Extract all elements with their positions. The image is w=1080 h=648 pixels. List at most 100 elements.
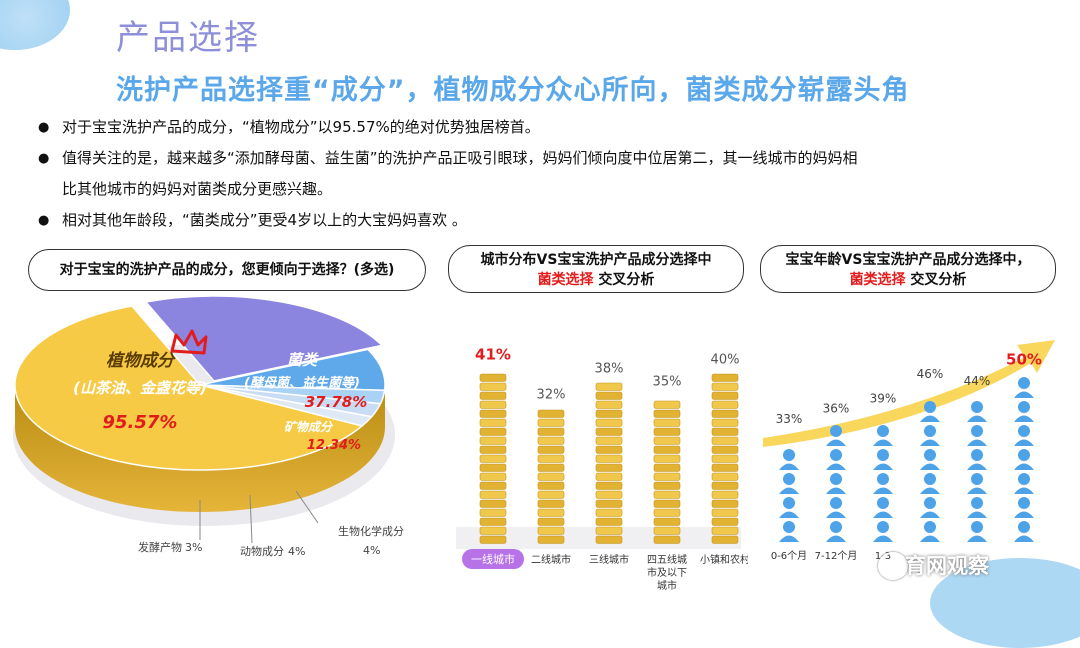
coin-bar-segment	[537, 409, 565, 418]
coin-bar-segment	[595, 508, 623, 517]
bar-category-label: 一线城市	[471, 552, 515, 566]
coin-bar-segment	[479, 490, 507, 499]
coin-bar-segment	[479, 445, 507, 454]
coin-bar-segment	[595, 454, 623, 463]
baby-figure-segment	[924, 497, 936, 509]
baby-figure-segment	[877, 425, 889, 437]
baby-figure-segment	[830, 521, 842, 533]
coin-bar-segment	[479, 472, 507, 481]
coin-bar-segment	[711, 391, 739, 400]
baby-figure-segment	[779, 511, 799, 518]
baby-figure-segment	[1014, 463, 1034, 470]
pie-sublabel-plant: (山茶油、金盏花等)	[73, 379, 207, 397]
coin-bar-segment	[537, 436, 565, 445]
baby-figure-segment	[783, 497, 795, 509]
pie-slice	[144, 295, 384, 382]
pie-value-fungi: 37.78%	[305, 393, 367, 411]
city-chart-title-line2: 菌类选择 交叉分析	[537, 272, 655, 288]
coin-bar-segment	[711, 400, 739, 409]
baby-figure-segment	[920, 535, 940, 542]
coin-bar-segment	[653, 472, 681, 481]
coin-bar-segment	[595, 445, 623, 454]
baby-figure-segment	[1018, 497, 1030, 509]
baby-figure-segment	[877, 449, 889, 461]
trend-arrow-icon	[763, 340, 1055, 447]
baby-figure-segment	[1018, 401, 1030, 413]
coin-bar-segment	[537, 499, 565, 508]
page-title: 产品选择	[116, 18, 260, 58]
coin-bar-segment	[711, 436, 739, 445]
coin-bar-segment	[653, 499, 681, 508]
coin-bar-segment	[711, 508, 739, 517]
bullet-dot-icon: ●	[38, 151, 50, 166]
coin-bar-segment	[595, 409, 623, 418]
bullet-dot-icon: ●	[38, 120, 50, 135]
coin-bar-segment	[653, 409, 681, 418]
baby-figure-segment	[783, 449, 795, 461]
leader-line	[249, 494, 253, 544]
city-chart-title-line1: 城市分布VS宝宝洗护产品成分选择中	[480, 252, 712, 268]
coin-bar-segment	[653, 517, 681, 526]
baby-figure-segment	[779, 487, 799, 494]
baby-figure-segment	[1014, 415, 1034, 422]
coin-bar-segment	[653, 445, 681, 454]
baby-figure-segment	[924, 521, 936, 533]
baby-figure-segment	[830, 497, 842, 509]
bullet-text: 对于宝宝洗护产品的成分，“植物成分”以95.57%的绝对优势独居榜首。	[62, 118, 540, 136]
baby-figure-segment	[971, 521, 983, 533]
coin-bar-segment	[479, 481, 507, 490]
coin-bar-segment	[479, 400, 507, 409]
leader-line	[295, 490, 319, 524]
coin-bar-segment	[653, 535, 681, 544]
bar-value-label: 38%	[595, 361, 624, 376]
bar-value-label: 50%	[1006, 350, 1042, 368]
bullet-text: 相对其他年龄段，“菌类成分”更受4岁以上的大宝妈妈喜欢 。	[62, 211, 467, 229]
bar-value-label: 39%	[870, 391, 897, 405]
coin-bar-segment	[653, 490, 681, 499]
baby-figure-segment	[967, 463, 987, 470]
coin-bar-segment	[595, 472, 623, 481]
coin-bar-segment	[595, 382, 623, 391]
bar-value-label: 46%	[917, 367, 944, 381]
coin-bar-segment	[537, 481, 565, 490]
bullet-item: ● 值得关注的是，越来越多“添加酵母菌、益生菌”的洗护产品正吸引眼球，妈妈们倾向…	[38, 143, 1058, 174]
coin-bar-segment	[479, 517, 507, 526]
baby-figure-segment	[873, 439, 893, 446]
pie-label-animal: 动物成分	[240, 544, 284, 558]
bar-category-label: 7-12个月	[815, 550, 858, 562]
pie-label-biochem: 生物化学成分	[338, 524, 404, 538]
baby-figure-segment	[971, 401, 983, 413]
baby-figure-segment	[1014, 439, 1034, 446]
coin-bar-segment	[595, 400, 623, 409]
coin-bar-segment	[595, 481, 623, 490]
coin-bar-segment	[711, 418, 739, 427]
coin-bar-segment	[711, 454, 739, 463]
coin-bar-segment	[653, 463, 681, 472]
coin-bar-segment	[479, 526, 507, 535]
coin-bar-segment	[595, 526, 623, 535]
decor-blob-top-left	[0, 0, 70, 50]
baby-figure-segment	[971, 473, 983, 485]
baby-figure-segment	[924, 473, 936, 485]
coin-bar-segment	[479, 409, 507, 418]
coin-bar-segment	[711, 499, 739, 508]
baby-figure-segment	[967, 439, 987, 446]
coin-bar-segment	[711, 481, 739, 490]
coin-bar-segment	[595, 427, 623, 436]
coin-bar-segment	[479, 508, 507, 517]
coin-bar-segment	[711, 373, 739, 382]
baby-figure-segment	[920, 463, 940, 470]
baby-figure-segment	[920, 439, 940, 446]
bar-category-label: 城市	[657, 579, 677, 592]
coin-bar-segment	[537, 526, 565, 535]
bullet-list: ● 对于宝宝洗护产品的成分，“植物成分”以95.57%的绝对优势独居榜首。 ● …	[38, 112, 1058, 236]
pie-value-biochem: 4%	[363, 544, 380, 557]
coin-bar-segment	[479, 391, 507, 400]
bar-category-label: 二线城市	[531, 553, 571, 566]
age-chart-title-line2: 菌类选择 交叉分析	[849, 272, 967, 288]
coin-bar-segment	[537, 427, 565, 436]
bullet-dot-icon: ●	[38, 213, 50, 228]
coin-bar-segment	[479, 418, 507, 427]
